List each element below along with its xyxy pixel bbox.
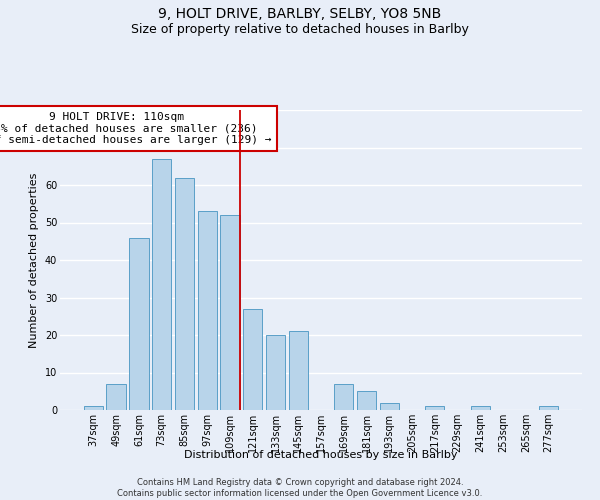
Text: Distribution of detached houses by size in Barlby: Distribution of detached houses by size … (184, 450, 458, 460)
Bar (84, 406, 103, 410)
Bar (266, 335, 285, 410)
Bar (197, 211, 217, 410)
Bar (243, 308, 262, 410)
Text: Contains HM Land Registry data © Crown copyright and database right 2024.
Contai: Contains HM Land Registry data © Crown c… (118, 478, 482, 498)
Bar (289, 331, 308, 410)
Bar (220, 215, 239, 410)
Text: 9 HOLT DRIVE: 110sqm
← 63% of detached houses are smaller (236)
35% of semi-deta: 9 HOLT DRIVE: 110sqm ← 63% of detached h… (0, 112, 271, 145)
Bar (334, 384, 353, 410)
Bar (106, 384, 126, 410)
Text: 9, HOLT DRIVE, BARLBY, SELBY, YO8 5NB: 9, HOLT DRIVE, BARLBY, SELBY, YO8 5NB (158, 8, 442, 22)
Bar (539, 406, 558, 410)
Bar (175, 178, 194, 410)
Bar (129, 238, 149, 410)
Text: Size of property relative to detached houses in Barlby: Size of property relative to detached ho… (131, 22, 469, 36)
Y-axis label: Number of detached properties: Number of detached properties (29, 172, 39, 348)
Bar (357, 391, 376, 410)
Bar (470, 406, 490, 410)
Bar (152, 159, 172, 410)
Bar (425, 406, 445, 410)
Bar (380, 402, 399, 410)
